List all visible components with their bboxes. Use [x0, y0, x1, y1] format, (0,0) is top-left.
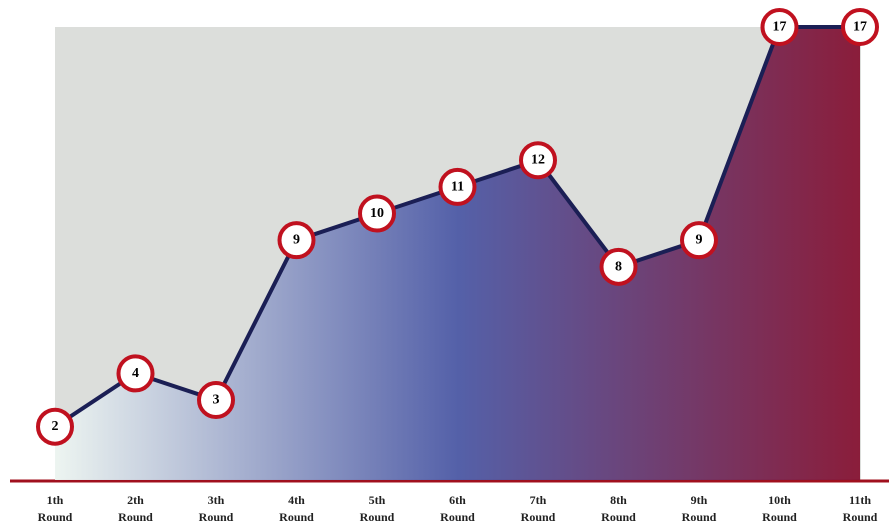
x-tick-label: 11th Round: [842, 493, 878, 524]
value-label: 2: [52, 419, 59, 434]
marker: [599, 247, 638, 286]
area: [55, 27, 860, 480]
value-label: 9: [696, 233, 703, 248]
value-label: 8: [615, 259, 622, 274]
x-tick-label: 7th Round: [520, 493, 556, 524]
value-label: 17: [853, 20, 867, 35]
marker: [841, 8, 879, 46]
marker: [36, 407, 74, 446]
value-label: 11: [451, 179, 464, 194]
marker: [277, 221, 316, 260]
marker: [438, 167, 477, 206]
value-label: 10: [370, 206, 384, 221]
value-label: 9: [293, 233, 300, 248]
x-tick-label: 1th Round: [37, 493, 73, 524]
x-tick-label: 9th Round: [681, 493, 717, 524]
value-label: 3: [213, 393, 220, 408]
value-label: 4: [132, 366, 139, 381]
marker: [116, 354, 155, 393]
value-label: 17: [773, 20, 787, 35]
marker: [358, 194, 396, 233]
x-tick-label: 6th Round: [440, 493, 475, 524]
marker: [519, 141, 557, 180]
marker: [197, 381, 235, 420]
x-tick-label: 5th Round: [359, 493, 395, 524]
x-tick-label: 8th Round: [601, 493, 636, 524]
value-label: 12: [531, 153, 545, 168]
x-tick-label: 10th Round: [762, 493, 797, 524]
marker: [760, 8, 799, 46]
x-tick-label: 3th Round: [198, 493, 234, 524]
x-tick-label: 2th Round: [118, 493, 153, 524]
x-tick-label: 4th Round: [279, 493, 314, 524]
marker: [680, 221, 718, 260]
